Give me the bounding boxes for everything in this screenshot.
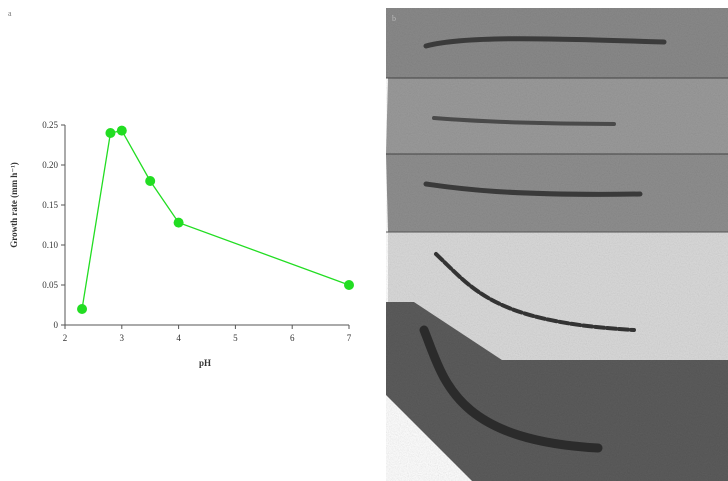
- photo-strip-2: [386, 78, 728, 154]
- larvae-photograph: [384, 0, 728, 481]
- y-axis-label: Growth rate (mm h⁻¹): [9, 162, 19, 248]
- chart-ticks: 2 3 4 5 6 7 0 0.05 0.10 0.15 0.20 0.25: [42, 120, 352, 343]
- y-tick-label: 0.25: [42, 120, 58, 130]
- y-tick-label: 0.10: [42, 240, 58, 250]
- x-tick-label: 7: [347, 333, 352, 343]
- data-point: [77, 304, 87, 314]
- series-line: [82, 131, 349, 309]
- x-tick-label: 4: [176, 333, 181, 343]
- chart-series: [77, 126, 354, 314]
- y-tick-label: 0.20: [42, 160, 58, 170]
- x-axis-label: pH: [199, 358, 211, 368]
- panel-b-label: b: [392, 14, 396, 23]
- y-tick-label: 0.05: [42, 280, 58, 290]
- x-tick-label: 3: [120, 333, 125, 343]
- data-point: [145, 176, 155, 186]
- data-point: [344, 280, 354, 290]
- y-tick-label: 0: [54, 320, 59, 330]
- data-point: [105, 128, 115, 138]
- chart-axes: [65, 125, 349, 325]
- x-tick-label: 5: [233, 333, 238, 343]
- x-tick-label: 6: [290, 333, 295, 343]
- x-tick-label: 2: [63, 333, 68, 343]
- data-point: [117, 126, 127, 136]
- growth-rate-chart: 2 3 4 5 6 7 0 0.05 0.10 0.15 0.20 0.25 Growth rate …: [0, 0, 384, 400]
- y-tick-label: 0.15: [42, 200, 58, 210]
- data-point: [174, 218, 184, 228]
